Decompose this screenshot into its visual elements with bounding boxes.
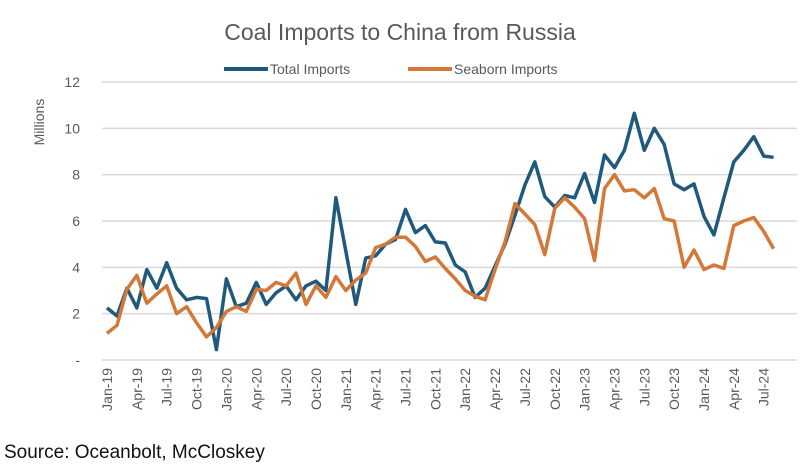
y-tick-label: 6: [72, 213, 80, 229]
source-note: Source: Oceanbolt, McCloskey: [4, 442, 265, 463]
y-tick-label: -: [75, 352, 80, 368]
y-tick-label: 12: [64, 74, 80, 90]
x-tick-label: Jul-20: [278, 368, 294, 406]
x-tick-label: Apr-20: [248, 368, 264, 410]
y-tick-label: 8: [72, 167, 80, 183]
y-tick-label: 4: [72, 259, 80, 275]
x-tick-label: Apr-19: [129, 368, 145, 410]
x-tick-label: Oct-23: [666, 368, 682, 410]
series-line-total-imports: [105, 111, 774, 352]
x-tick-label: Apr-23: [606, 368, 622, 410]
x-tick-label: Oct-20: [308, 368, 324, 410]
x-tick-label: Oct-19: [189, 368, 205, 410]
x-tick-label: Jan-19: [99, 368, 115, 411]
y-tick-label: 10: [64, 120, 80, 136]
x-tick-label: Jul-24: [756, 368, 772, 406]
series-line-seaborn-imports: [105, 172, 776, 339]
x-tick-label: Apr-24: [726, 368, 742, 410]
x-tick-label: Oct-21: [427, 368, 443, 410]
legend-label: Total Imports: [270, 61, 350, 77]
x-tick-label: Apr-22: [487, 368, 503, 410]
chart-title: Coal Imports to China from Russia: [224, 19, 576, 45]
y-axis-label: Millions: [31, 99, 47, 146]
x-tick-label: Jul-23: [636, 368, 652, 406]
x-tick-label: Jan-20: [218, 368, 234, 411]
x-tick-label: Jul-19: [159, 368, 175, 406]
x-tick-label: Apr-21: [368, 368, 384, 410]
x-tick-label: Jan-23: [577, 368, 593, 411]
x-tick-label: Jan-22: [457, 368, 473, 411]
x-tick-label: Jan-24: [696, 368, 712, 411]
legend-label: Seaborn Imports: [454, 61, 558, 77]
x-tick-label: Jul-22: [517, 368, 533, 406]
x-tick-label: Jan-21: [338, 368, 354, 411]
x-tick-label: Jul-21: [398, 368, 414, 406]
y-tick-label: 2: [72, 306, 80, 322]
x-tick-label: Oct-22: [547, 368, 563, 410]
